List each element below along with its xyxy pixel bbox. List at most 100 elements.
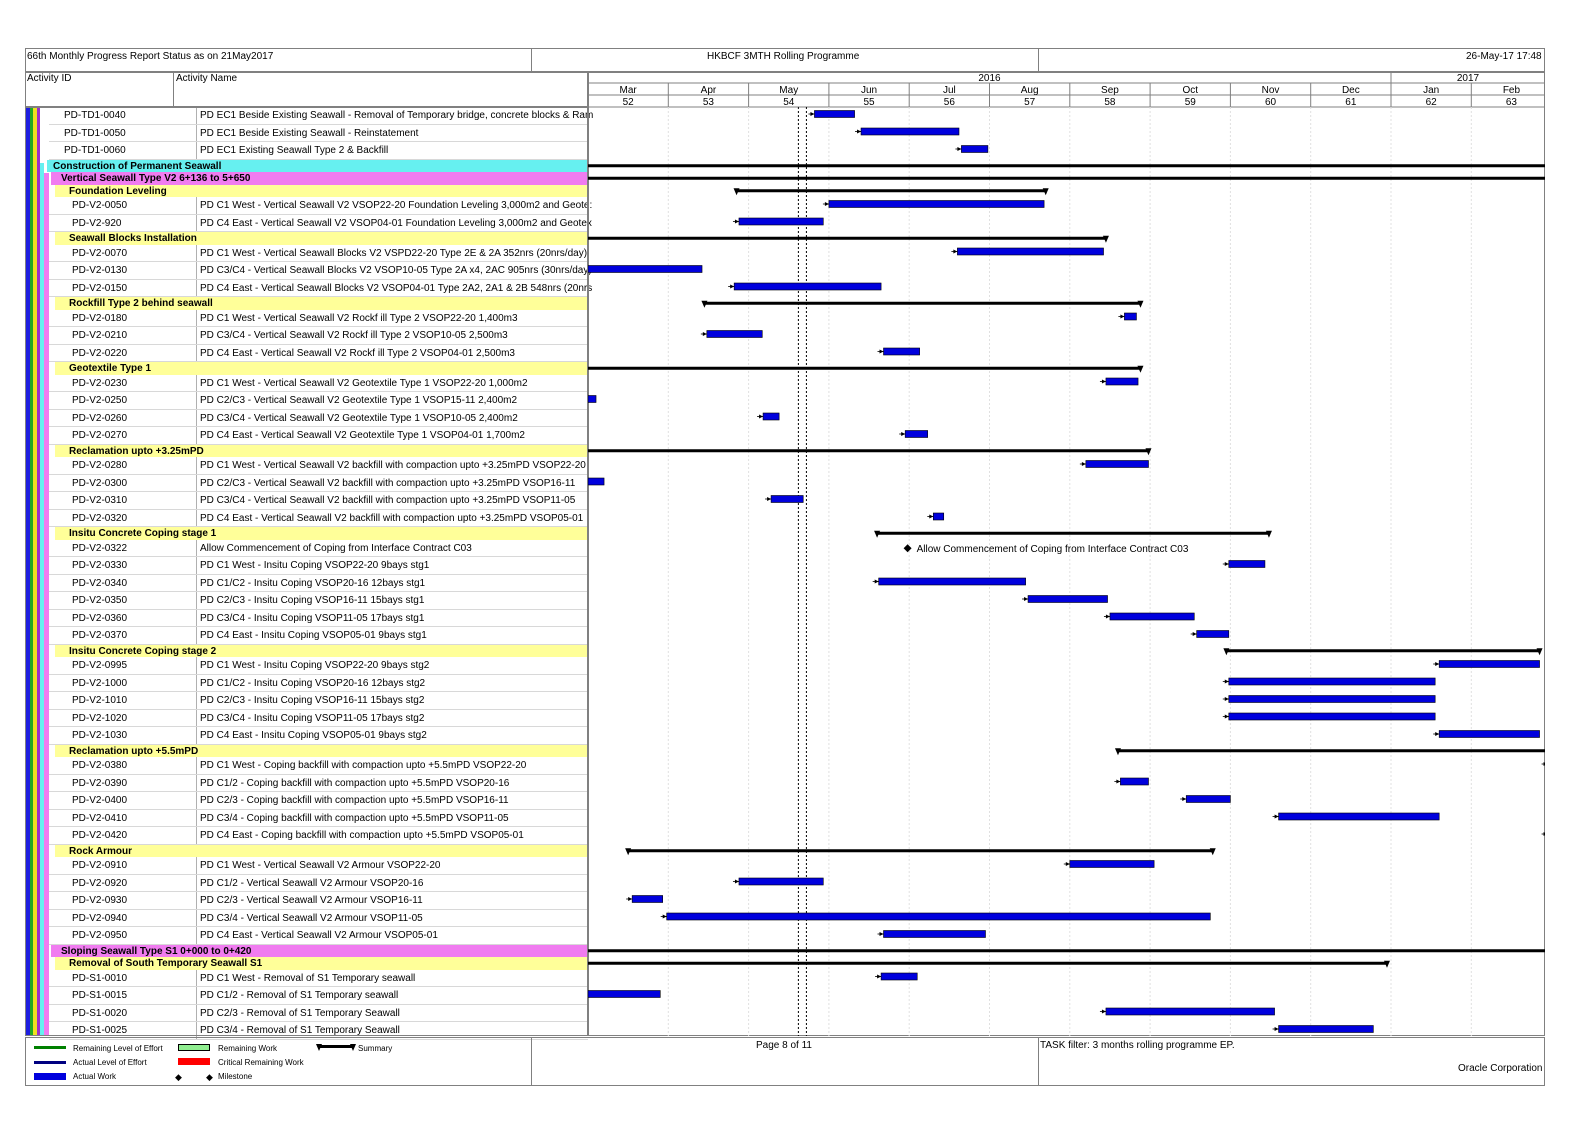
table-row[interactable]: PD-V2-1000 PD C1/C2 - Insitu Coping VSOP2… — [49, 674, 588, 692]
id-cell — [49, 327, 197, 344]
table-row[interactable]: PD-V2-0910 PD C1 West - Vertical Seawall … — [49, 857, 588, 875]
table-row[interactable]: PD-V2-0340 PD C1/C2 - Insitu Coping VSOP2… — [49, 574, 588, 592]
table-row[interactable]: PD-V2-0400 PD C2/3 - Coping backfill with… — [49, 792, 588, 810]
month-label: Apr — [701, 85, 717, 96]
milestone-label: Allow Commencement of Coping from Interf… — [917, 544, 1189, 555]
activity-bar — [631, 895, 663, 903]
wbs-row[interactable]: Removal of South Temporary Seawall S1 — [55, 957, 588, 970]
wbs-row[interactable]: Rockfill Type 2 behind seawall — [55, 297, 588, 310]
wbs-label: Vertical Seawall Type V2 6+136 to 5+650 — [61, 173, 251, 184]
table-row[interactable]: PD-TD1-0060 PD EC1 Existing Seawall Type … — [49, 142, 588, 160]
id-cell — [49, 107, 197, 124]
table-row[interactable]: PD-V2-0410 PD C3/4 - Coping backfill with… — [49, 809, 588, 827]
activity-bar — [1228, 712, 1436, 721]
table-row[interactable]: PD-TD1-0050 PD EC1 Beside Existing Seawal… — [49, 124, 588, 142]
table-row[interactable]: PD-V2-0280 PD C1 West - Vertical Seawall … — [49, 457, 588, 475]
activity-bar — [814, 110, 855, 118]
wbs-row[interactable]: Rock Armour — [55, 844, 588, 857]
activity-name: PD EC1 Beside Existing Seawall - Reinsta… — [200, 127, 419, 139]
table-row[interactable]: PD-V2-0310 PD C3/C4 - Vertical Seawall V2… — [49, 492, 588, 510]
wbs-row[interactable]: Insitu Concrete Coping stage 1 — [55, 527, 588, 540]
activity-bar — [1228, 560, 1266, 568]
logic-arrow-head — [1120, 314, 1125, 319]
activity-name-header[interactable]: Activity Name — [176, 73, 238, 84]
week-label: 63 — [1506, 97, 1518, 108]
table-row[interactable]: PD-V2-0260 PD C3/C4 - Vertical Seawall V2… — [49, 409, 588, 427]
year-label: 2016 — [978, 73, 1001, 84]
wbs-row[interactable]: Reclamation upto +3.25mPD — [55, 444, 588, 457]
activity-id: PD-V2-0350 — [72, 595, 128, 606]
table-row[interactable]: PD-V2-1030 PD C4 East - Insitu Coping VSO… — [49, 727, 588, 745]
table-row[interactable]: PD-V2-0130 PD C3/C4 - Vertical Seawall Bl… — [49, 262, 592, 280]
table-row[interactable]: PD-V2-0210 PD C3/C4 - Vertical Seawall V2… — [49, 327, 588, 345]
table-row[interactable]: PD-V2-0390 PD C1/2 - Coping backfill with… — [49, 774, 588, 792]
table-row[interactable]: PD-S1-0010 PD C1 West - Removal of S1 Tem… — [49, 969, 588, 987]
wbs-row[interactable]: Insitu Concrete Coping stage 2 — [55, 644, 588, 657]
table-row[interactable]: PD-V2-1020 PD C3/C4 - Insitu Coping VSOP1… — [49, 709, 588, 727]
table-row[interactable]: PD-V2-0220 PD C4 East - Vertical Seawall … — [49, 344, 588, 362]
table-row[interactable]: PD-S1-0015 PD C1/2 - Removal of S1 Tempor… — [49, 987, 588, 1005]
table-row[interactable]: PD-V2-0050 PD C1 West - Vertical Seawall … — [49, 197, 592, 215]
id-cell — [49, 124, 197, 141]
activity-name: PD C2/C3 - Insitu Coping VSOP16-11 15bay… — [200, 695, 425, 706]
activity-id: PD-V2-1010 — [72, 695, 128, 706]
wbs-label: Seawall Blocks Installation — [69, 233, 197, 244]
table-row[interactable]: PD-V2-0350 PD C2/C3 - Insitu Coping VSOP1… — [49, 592, 588, 610]
summary-bar — [588, 164, 1545, 168]
id-cell — [49, 792, 197, 809]
table-row[interactable]: PD-V2-0920 PD C1/2 - Vertical Seawall V2 … — [49, 874, 588, 892]
footer-divider-2 — [1038, 1037, 1039, 1086]
wbs-label: Rockfill Type 2 behind seawall — [69, 298, 213, 309]
activity-id: PD-V2-0410 — [72, 812, 128, 824]
table-row[interactable]: PD-V2-0320 PD C4 East - Vertical Seawall … — [49, 509, 588, 527]
activity-id-header[interactable]: Activity ID — [27, 73, 72, 84]
table-row[interactable]: PD-V2-0360 PD C3/C4 - Insitu Coping VSOP1… — [49, 609, 588, 627]
wbs-row[interactable]: Sloping Seawall Type S1 0+000 to 0+420 — [51, 944, 588, 957]
table-row[interactable]: PD-V2-0995 PD C1 West - Insitu Coping VSO… — [49, 657, 588, 675]
summary-end-marker — [1137, 365, 1144, 373]
wbs-row[interactable]: Reclamation upto +5.5mPD — [55, 744, 588, 757]
activity-name: PD C4 East - Vertical Seawall Blocks V2 … — [200, 282, 593, 294]
summary-end-marker — [1145, 448, 1152, 456]
table-row[interactable]: PD-V2-0180 PD C1 West - Vertical Seawall … — [49, 309, 588, 327]
table-row[interactable]: PD-V2-0940 PD C3/4 - Vertical Seawall V2 … — [49, 909, 588, 927]
table-row[interactable]: PD-TD1-0040 PD EC1 Beside Existing Seawal… — [49, 107, 593, 125]
wbs-row[interactable]: Vertical Seawall Type V2 6+136 to 5+650 — [51, 172, 588, 185]
table-row[interactable]: PD-V2-0250 PD C2/C3 - Vertical Seawall V2… — [49, 392, 588, 410]
activity-id: PD-V2-0260 — [72, 412, 128, 424]
summary-end-marker — [1209, 848, 1216, 856]
id-cell — [49, 1022, 197, 1039]
wbs-row[interactable]: Construction of Permanent Seawall — [47, 159, 588, 172]
wbs-row[interactable]: Seawall Blocks Installation — [55, 232, 588, 245]
legend-summary: Summary — [358, 1044, 393, 1053]
table-row[interactable]: PD-V2-0930 PD C2/3 - Vertical Seawall V2 … — [49, 892, 588, 910]
table-row[interactable]: PD-V2-0270 PD C4 East - Vertical Seawall … — [49, 427, 588, 445]
activity-bar — [1438, 730, 1540, 738]
table-row[interactable]: PD-V2-0322 Allow Commencement of Coping f… — [49, 539, 588, 557]
activity-id: PD-V2-0330 — [72, 560, 128, 571]
activity-id: PD-V2-1030 — [72, 730, 128, 741]
table-row[interactable]: PD-V2-0230 PD C1 West - Vertical Seawall … — [49, 374, 588, 392]
table-row[interactable]: PD-V2-0370 PD C4 East - Insitu Coping VSO… — [49, 627, 588, 645]
summary-start-marker — [733, 188, 740, 196]
table-row[interactable]: PD-S1-0020 PD C2/3 - Removal of S1 Tempor… — [49, 1004, 588, 1022]
wbs-row[interactable]: Geotextile Type 1 — [55, 362, 588, 375]
table-row[interactable]: PD-V2-0330 PD C1 West - Insitu Coping VSO… — [49, 557, 588, 575]
wbs-label: Sloping Seawall Type S1 0+000 to 0+420 — [61, 945, 252, 957]
table-row[interactable]: PD-V2-0150 PD C4 East - Vertical Seawall … — [49, 279, 592, 297]
summary-end-marker — [1536, 648, 1543, 656]
week-label: 60 — [1265, 97, 1277, 108]
table-row[interactable]: PD-V2-0380 PD C1 West - Coping backfill w… — [49, 757, 588, 775]
table-row[interactable]: PD-V2-920 PD C4 East - Vertical Seawall V… — [49, 214, 592, 232]
table-row[interactable]: PD-S1-0025 PD C3/4 - Removal of S1 Tempor… — [49, 1022, 588, 1040]
summary-end-marker — [1042, 188, 1049, 196]
week-label: 57 — [1024, 97, 1036, 108]
table-row[interactable]: PD-V2-0950 PD C4 East - Vertical Seawall … — [49, 927, 588, 945]
table-row[interactable]: PD-V2-0070 PD C1 West - Vertical Seawall … — [49, 244, 588, 262]
table-row[interactable]: PD-V2-0300 PD C2/C3 - Vertical Seawall V2… — [49, 474, 588, 492]
id-cell — [49, 262, 197, 279]
wbs-row[interactable]: Foundation Leveling — [55, 184, 588, 197]
table-row[interactable]: PD-V2-1010 PD C2/C3 - Insitu Coping VSOP1… — [49, 692, 588, 710]
id-cell — [49, 392, 197, 409]
table-row[interactable]: PD-V2-0420 PD C4 East - Coping backfill w… — [49, 827, 588, 845]
